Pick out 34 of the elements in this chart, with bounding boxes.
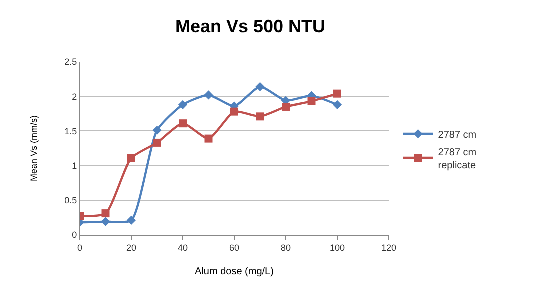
point: [178, 100, 188, 110]
x-tick-label: 20: [126, 242, 137, 253]
x-tick-label: 100: [330, 242, 346, 253]
point: [179, 120, 187, 128]
point: [153, 138, 162, 147]
y-tick-label: 2: [72, 92, 78, 102]
y-tick-label: 1.5: [64, 126, 78, 136]
point: [101, 217, 110, 226]
point: [308, 97, 316, 106]
point: [204, 134, 213, 143]
point: [282, 102, 290, 111]
x-tick-label: 120: [381, 242, 397, 253]
point: [126, 216, 136, 226]
x-tick-label: 40: [178, 242, 188, 253]
point: [256, 82, 265, 92]
point: [204, 90, 214, 100]
y-tick-label: 0: [72, 230, 78, 240]
x-tick-label: 60: [229, 242, 240, 253]
x-tick-label: 80: [280, 242, 292, 253]
y-axis-title: Mean Vs (mm/s): [29, 115, 40, 182]
legend-label: 2787 cm replicate: [438, 147, 477, 172]
y-tick-label: 0.5: [64, 196, 78, 206]
point: [152, 126, 162, 136]
y-tick-label: 2.5: [64, 57, 78, 68]
point: [102, 210, 110, 218]
point: [256, 112, 264, 121]
point: [230, 108, 238, 116]
point: [128, 154, 136, 162]
chart-title: Mean Vs 500 NTU: [175, 16, 326, 37]
point: [334, 90, 342, 98]
y-tick-label: 1: [72, 160, 78, 171]
x-axis-title: Alum dose (mg/L): [195, 266, 274, 278]
legend-label: 2787 cm: [438, 130, 477, 141]
point: [332, 100, 342, 110]
